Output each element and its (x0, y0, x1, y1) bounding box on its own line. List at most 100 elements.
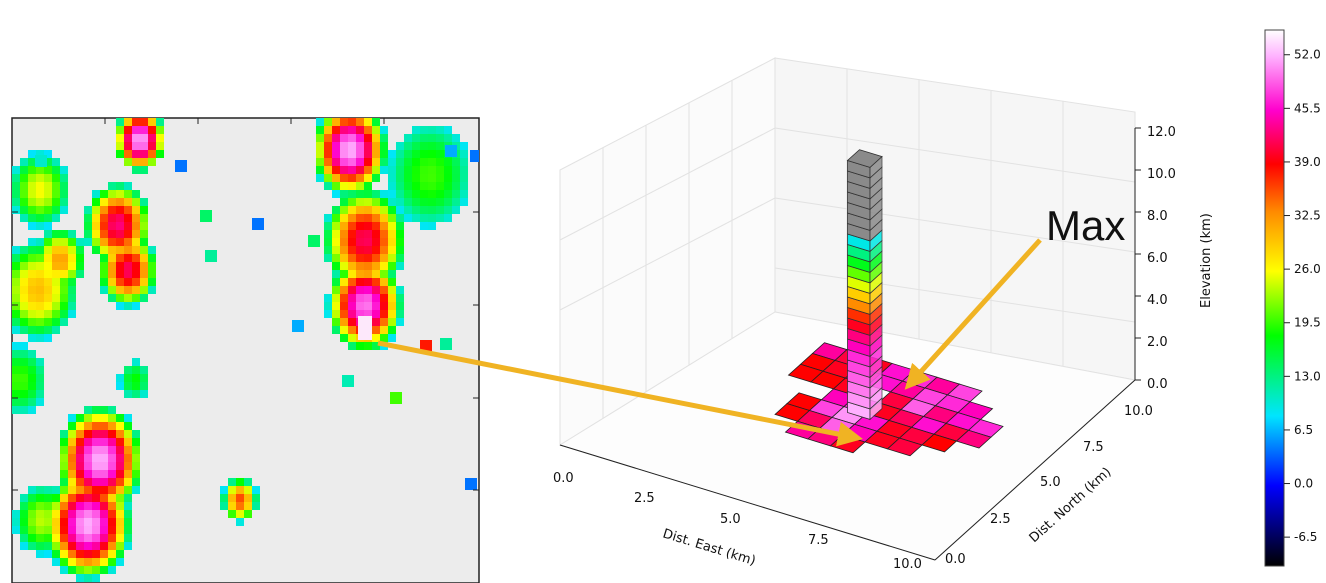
z-tick-label: 0.0 (1147, 377, 1168, 392)
map-cell (332, 286, 340, 294)
map-cell (36, 302, 44, 310)
map-cell (388, 326, 396, 334)
map-cell (324, 150, 332, 158)
map-cell (332, 174, 340, 182)
map-cell (156, 134, 164, 142)
map-cell (340, 238, 348, 246)
map-cell (36, 238, 44, 246)
colorbar-tick-label: 45.5 (1294, 101, 1321, 115)
map-cell (92, 438, 100, 446)
map-cell (156, 150, 164, 158)
map-cell (348, 254, 356, 262)
map-cell (28, 526, 36, 534)
map-cell (388, 254, 396, 262)
map-cell (52, 174, 60, 182)
map-cell (340, 190, 348, 198)
map-cell (380, 222, 388, 230)
map-cell (36, 174, 44, 182)
map-cell (228, 486, 236, 494)
map-cell (84, 558, 92, 566)
map-cell (316, 126, 324, 134)
map-cell (324, 302, 332, 310)
map-cell (348, 142, 356, 150)
map-cell (20, 526, 28, 534)
map-cell (140, 270, 148, 278)
map-cell (332, 302, 340, 310)
map-cell (116, 374, 124, 382)
map-cell (380, 158, 388, 166)
map-cell (428, 198, 436, 206)
map-cell (36, 190, 44, 198)
map-cell (52, 198, 60, 206)
map-cell (372, 198, 380, 206)
map-cell (84, 518, 92, 526)
map-cell (342, 375, 354, 387)
map-cell (364, 190, 372, 198)
map-cell (116, 230, 124, 238)
map-cell (100, 454, 108, 462)
map-cell (28, 502, 36, 510)
map-cell (20, 358, 28, 366)
floor-cell (886, 437, 923, 457)
map-cell (372, 230, 380, 238)
map-cell (68, 542, 76, 550)
map-cell (76, 430, 84, 438)
map-cell (348, 150, 356, 158)
map-cell (20, 294, 28, 302)
map-cell (84, 214, 92, 222)
map-cell (68, 462, 76, 470)
map-cell (116, 414, 124, 422)
map-cell (60, 542, 68, 550)
map-cell (12, 198, 20, 206)
map-cell (356, 278, 364, 286)
map-cell (348, 302, 356, 310)
map-cell (12, 390, 20, 398)
map-cell (52, 182, 60, 190)
map-cell (372, 310, 380, 318)
map-cell (332, 142, 340, 150)
map-cell (428, 166, 436, 174)
map-cell (92, 462, 100, 470)
map-cell (356, 118, 364, 126)
map-cell (20, 206, 28, 214)
map-cell (420, 158, 428, 166)
map-cell (404, 166, 412, 174)
map-cell (364, 238, 372, 246)
map-cell (28, 302, 36, 310)
map-cell (28, 158, 36, 166)
map-cell (124, 230, 132, 238)
map-cell (388, 278, 396, 286)
map-cell (364, 286, 372, 294)
map-cell (28, 534, 36, 542)
map-cell (100, 222, 108, 230)
colorbar-ticks: 52.0 45.5 39.0 32.5 26.0 19.5 13.0 6.5 0.0 -6.5 (1284, 48, 1321, 544)
map-cell (12, 318, 20, 326)
map-cell (132, 358, 140, 366)
map-cell (364, 214, 372, 222)
map-cell (116, 438, 124, 446)
map-cell (44, 158, 52, 166)
map-cell (140, 222, 148, 230)
map-cell (324, 214, 332, 222)
map-cell (28, 174, 36, 182)
map-cell (388, 262, 396, 270)
map-cell (445, 145, 457, 157)
map-cell (348, 126, 356, 134)
map-cell (396, 294, 404, 302)
map-cell (380, 294, 388, 302)
map-cell (412, 134, 420, 142)
map-cell (60, 310, 68, 318)
map-cell (404, 190, 412, 198)
map-cell (132, 486, 140, 494)
map-cell (84, 478, 92, 486)
map-cell (356, 174, 364, 182)
map-cell (228, 478, 236, 486)
map-cell (44, 334, 52, 342)
map-cell (372, 254, 380, 262)
map-cell (364, 198, 372, 206)
map-cell (228, 502, 236, 510)
map-cell (36, 318, 44, 326)
map-cell (92, 558, 100, 566)
map-cell (372, 302, 380, 310)
map-cell (84, 230, 92, 238)
